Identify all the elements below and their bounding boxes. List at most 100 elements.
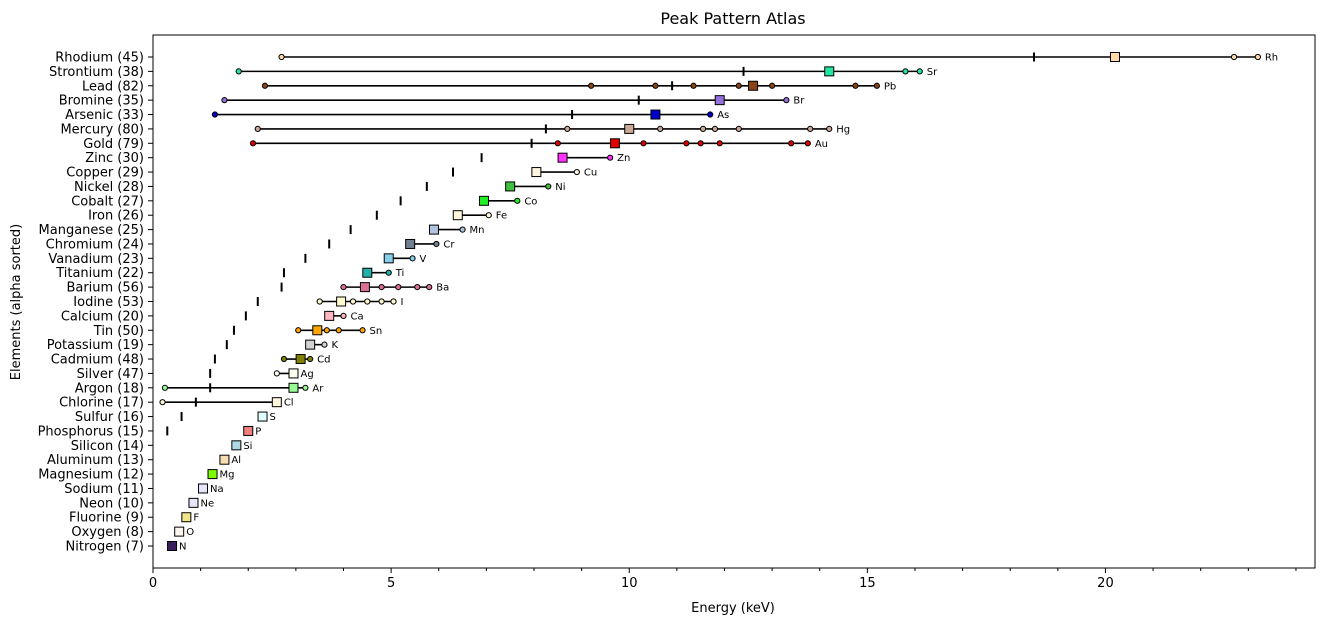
peak-point [707, 111, 714, 118]
main-peak-marker [383, 253, 394, 264]
peak-point [554, 140, 561, 147]
main-peak-marker [336, 296, 347, 307]
x-tick-label: 15 [859, 576, 876, 591]
y-tick-label: Magnesium (12) [38, 468, 144, 483]
peak-point [249, 140, 257, 147]
element-symbol-label: Cd [317, 355, 330, 366]
element-symbol-label: Si [243, 441, 252, 452]
main-peak-marker [557, 152, 568, 163]
peak-point [321, 341, 328, 348]
x-tick-label: 5 [387, 576, 395, 591]
chart-title: Peak Pattern Atlas [660, 9, 805, 28]
y-tick-label: Bromine (35) [59, 94, 144, 109]
main-peak-marker [824, 66, 835, 77]
peak-point [349, 298, 357, 305]
peak-point [390, 298, 397, 305]
peak-point [768, 82, 776, 89]
peak-point [640, 140, 647, 147]
peak-point [359, 327, 366, 334]
peak-point [711, 125, 719, 133]
element-symbol-label: Br [793, 96, 805, 107]
peak-point [395, 284, 402, 291]
y-tick-label: Iron (26) [88, 209, 144, 224]
peak-point [804, 140, 811, 147]
element-symbol-label: Co [524, 196, 537, 207]
element-symbol-label: Cu [584, 168, 597, 179]
element-symbol-label: Ar [312, 383, 324, 394]
peak-point [254, 125, 261, 133]
y-tick-label: Iodine (53) [73, 295, 144, 310]
y-tick-label: Silver (47) [77, 367, 144, 382]
y-tick-label: Arsenic (33) [65, 108, 144, 123]
y-tick-label: Manganese (25) [39, 223, 144, 238]
main-peak-marker [324, 310, 335, 321]
y-tick-label: Sulfur (16) [75, 410, 144, 425]
main-peak-marker [359, 282, 370, 293]
peak-point [211, 111, 219, 118]
main-peak-marker [243, 425, 254, 436]
element-symbol-label: Ti [395, 268, 405, 279]
peak-point [783, 97, 790, 104]
x-axis-label: Energy (keV) [691, 601, 775, 616]
main-peak-marker [531, 167, 542, 178]
main-peak-marker [362, 267, 373, 278]
y-tick-label: Calcium (20) [61, 309, 144, 324]
main-peak-marker [181, 512, 192, 523]
y-tick-label: Zinc (30) [85, 151, 144, 166]
peak-point [873, 82, 880, 89]
main-peak-marker [188, 497, 199, 508]
peak-point [807, 125, 814, 133]
element-symbol-label: P [255, 426, 261, 437]
peak-point [735, 82, 742, 89]
y-tick-label: Sodium (11) [64, 482, 144, 497]
peak-point [588, 82, 595, 89]
element-symbol-label: V [420, 254, 427, 265]
main-peak-marker [257, 411, 268, 422]
y-tick-label: Chlorine (17) [59, 396, 144, 411]
main-peak-marker [295, 354, 306, 365]
peak-point [295, 327, 302, 334]
peak-point [573, 168, 580, 176]
y-tick-label: Cobalt (27) [71, 194, 144, 209]
y-tick-label: Strontium (38) [49, 65, 144, 80]
peak-point [545, 183, 552, 190]
peak-point [699, 125, 707, 133]
y-tick-label: Mercury (80) [60, 122, 144, 137]
y-tick-label: Phosphorus (15) [38, 424, 144, 439]
peak-point [385, 269, 392, 276]
y-tick-label: Potassium (19) [47, 338, 144, 353]
element-symbol-label: Sr [927, 67, 938, 78]
y-tick-label: Gold (79) [83, 137, 144, 152]
main-peak-marker [650, 109, 661, 120]
main-peak-marker [478, 195, 489, 206]
element-symbol-label: Ni [555, 182, 565, 193]
main-peak-marker [167, 541, 178, 551]
element-symbol-label: Mg [220, 470, 235, 481]
peak-point [607, 154, 614, 161]
y-tick-label: Oxygen (8) [71, 525, 144, 540]
main-peak-marker [174, 526, 185, 537]
x-tick-label: 10 [621, 576, 638, 591]
peak-point [235, 68, 242, 75]
main-peak-marker [231, 440, 242, 451]
main-peak-marker [288, 368, 299, 379]
peak-point [485, 212, 492, 219]
peak-point [657, 125, 664, 133]
peak-point [280, 355, 288, 363]
main-peak-marker [452, 210, 463, 221]
peak-point [323, 327, 330, 334]
element-symbol-label: Rh [1265, 53, 1278, 64]
main-peak-marker [505, 181, 516, 192]
y-tick-label: Silicon (14) [71, 439, 144, 454]
element-symbol-label: Cr [443, 239, 455, 250]
element-symbol-label: Sn [370, 326, 383, 337]
element-symbol-label: Ag [300, 369, 313, 380]
peak-point [716, 140, 723, 147]
peak-point [683, 140, 690, 147]
peak-point [1254, 53, 1261, 61]
peak-point [340, 312, 347, 319]
element-symbol-label: Na [210, 484, 224, 495]
peak-point [916, 68, 923, 75]
y-tick-label: Barium (56) [66, 281, 144, 296]
